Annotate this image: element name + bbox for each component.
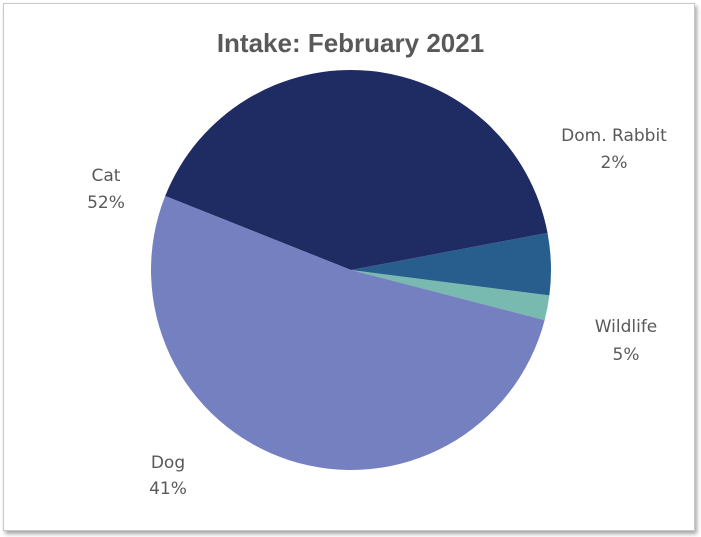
slice-label-percent: 2%: [601, 153, 628, 173]
slice-label-percent: 52%: [87, 193, 125, 213]
slice-label-percent: 41%: [149, 479, 187, 499]
slice-label-name: Dom. Rabbit: [561, 126, 667, 146]
pie-slice-wildlife: [351, 232, 551, 296]
slice-label-name: Dog: [151, 453, 185, 473]
slice-label-percent: 5%: [613, 345, 640, 365]
pie-slice-cat: [151, 196, 545, 470]
pie-slice-dom-rabbit: [351, 270, 550, 321]
slice-label-name: Cat: [92, 166, 121, 186]
pie-slice-dog: [165, 69, 548, 270]
chart-title: Intake: February 2021: [216, 28, 485, 58]
slice-label-name: Wildlife: [595, 317, 658, 337]
